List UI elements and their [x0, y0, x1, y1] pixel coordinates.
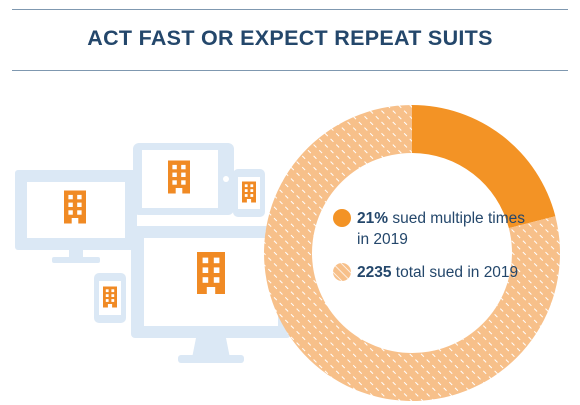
building-icon: [64, 190, 86, 224]
legend-swatch-solid: [333, 209, 351, 227]
donut-slice-0: [412, 105, 556, 229]
top-rule: [12, 9, 568, 10]
legend-label: sued multiple times in 2019: [357, 210, 526, 248]
legend-value: 21%: [357, 210, 389, 227]
legend-text: 2235 total sued in 2019: [357, 262, 537, 283]
building-icon: [197, 252, 225, 294]
title-underline: [12, 70, 568, 71]
desktop-monitor-icon: [15, 170, 137, 263]
building-icon: [242, 181, 256, 203]
building-icon: [103, 286, 117, 308]
hatched-swatch-icon: [333, 263, 351, 281]
legend-swatch-hatched: [333, 263, 351, 281]
phone-icon: [94, 273, 126, 323]
tablet-icon: [133, 143, 234, 215]
legend-label: total sued in 2019: [395, 264, 519, 281]
phone-icon: [233, 169, 265, 217]
legend-text: 21% sued multiple times in 2019: [357, 208, 537, 250]
building-icon: [168, 160, 190, 194]
legend-value: 2235: [357, 264, 392, 281]
donut-chart: [263, 105, 560, 401]
donut-slice-1: [263, 105, 560, 401]
page-title: ACT FAST OR EXPECT REPEAT SUITS: [87, 26, 493, 50]
desktop-monitor-icon: [131, 226, 291, 363]
